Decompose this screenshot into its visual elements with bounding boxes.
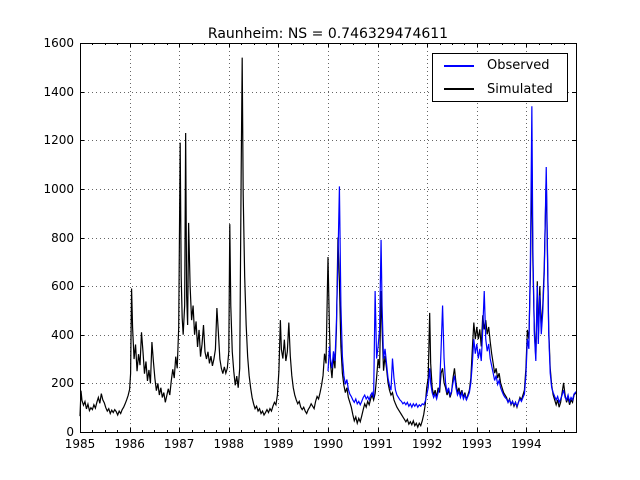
- x-tick-label: 1985: [64, 437, 96, 451]
- legend-entry-simulated: Simulated: [433, 78, 567, 101]
- y-tick-label: 600: [51, 279, 74, 294]
- simulated-line: [79, 57, 577, 429]
- y-tick-label: 1400: [43, 84, 74, 99]
- simulated-line-swatch: [444, 88, 474, 91]
- observed-line-swatch: [444, 64, 474, 67]
- y-tick-label: 1200: [43, 133, 74, 148]
- y-tick-label: 200: [51, 376, 74, 391]
- x-tick-label: 1992: [411, 437, 443, 451]
- y-tick-label: 1000: [43, 181, 74, 196]
- legend-entry-observed: Observed: [433, 54, 567, 77]
- x-tick-label: 1988: [213, 437, 245, 451]
- x-tick-label: 1989: [263, 437, 294, 451]
- y-tick-label: 1600: [43, 36, 74, 50]
- observed-line: [327, 106, 577, 409]
- legend: Observed Simulated: [432, 53, 568, 102]
- y-tick-label: 800: [51, 230, 74, 245]
- x-tick-label: 1993: [461, 437, 493, 451]
- x-tick-label: 1990: [312, 437, 344, 451]
- legend-label-observed: Observed: [487, 58, 550, 74]
- y-tick-label: 0: [66, 425, 74, 439]
- x-tick-label: 1991: [362, 437, 393, 451]
- x-tick-label: 1994: [511, 437, 542, 451]
- y-tick-label: 400: [51, 327, 74, 342]
- x-tick-label: 1986: [114, 437, 145, 451]
- x-tick-label: 1987: [163, 437, 195, 451]
- legend-label-simulated: Simulated: [487, 81, 553, 97]
- chart-title: Raunheim: NS = 0.746329474611: [207, 26, 449, 42]
